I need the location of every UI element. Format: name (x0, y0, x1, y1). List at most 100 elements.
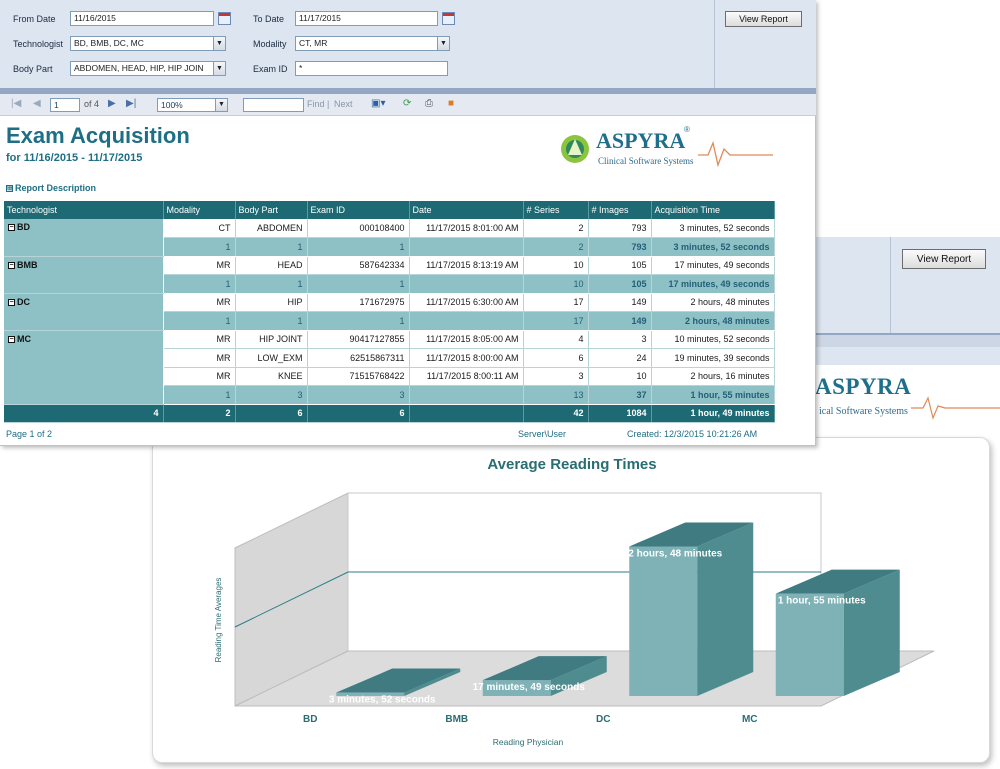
column-header[interactable]: Exam ID (307, 201, 410, 219)
exam-id-input[interactable]: * (295, 61, 448, 76)
to-date-input[interactable]: 11/17/2015 (295, 11, 438, 26)
table-cell: 11/17/2015 6:30:00 AM (409, 293, 524, 312)
chart-bar-side (843, 569, 900, 696)
table-header-row: Technologist Modality Body Part Exam ID Date… (4, 201, 775, 219)
subtotal-cell: 1 hour, 55 minutes (651, 385, 775, 405)
subtotal-cell: 1 (163, 274, 236, 294)
last-page-icon[interactable]: ▶| (126, 98, 137, 109)
grand-total-cell: 6 (307, 404, 410, 423)
chart-bar-side (404, 668, 461, 696)
from-date-input[interactable]: 11/16/2015 (70, 11, 214, 26)
zoom-select[interactable]: 100% ▼ (157, 98, 228, 112)
chart-data-label: 2 hours, 48 minutes (628, 548, 722, 559)
subtotal-row: 1 1 1 2 793 3 minutes, 52 seconds (4, 237, 775, 257)
reading-times-chart: 3 minutes, 52 seconds BD 17 minutes, 49 se… (214, 492, 935, 747)
chevron-down-icon[interactable]: ▼ (437, 36, 450, 51)
technologist-group-cell[interactable]: − BMB (4, 256, 164, 294)
chart-y-axis-label: Reading Time Averages (214, 578, 223, 663)
subtotal-cell: 17 (523, 311, 589, 331)
background-logo-tagline: ical Software Systems (819, 406, 908, 417)
table-cell: 587642334 (307, 256, 410, 275)
subtotal-cell: 10 (523, 274, 589, 294)
table-cell: 17 minutes, 49 seconds (651, 256, 775, 275)
body-part-select[interactable]: ABDOMEN, HEAD, HIP, HIP JOIN (70, 61, 214, 76)
table-row: − BMB MR HEAD 587642334 11/17/2015 8:13:19 AM… (4, 256, 775, 294)
footer-created: Created: 12/3/2015 10:21:26 AM (627, 429, 758, 439)
view-report-button[interactable]: View Report (725, 11, 802, 27)
grand-total-cell: 1 hour, 49 minutes (651, 404, 775, 423)
technologist-select[interactable]: BD, BMB, DC, MC (70, 36, 214, 51)
next-page-icon[interactable]: ▶ (108, 98, 116, 109)
subtotal-cell: 1 (235, 237, 308, 257)
page-number-input[interactable]: 1 (50, 98, 80, 112)
column-header[interactable]: Technologist (4, 201, 164, 219)
grand-total-cell: 42 (523, 404, 589, 423)
chart-bar-top (482, 656, 607, 681)
calendar-icon[interactable] (218, 12, 231, 25)
report-description-toggle[interactable]: ⊞ Report Description (6, 183, 96, 193)
background-logo: ASPYRA ical Software Systems (815, 372, 1000, 432)
table-cell: 11/17/2015 8:05:00 AM (409, 330, 524, 349)
subtotal-cell: 1 (307, 311, 410, 331)
background-view-report-button[interactable]: View Report (902, 249, 986, 269)
print-icon[interactable]: ⎙ (425, 98, 433, 109)
export-icon[interactable]: ▣▾ (371, 98, 386, 109)
subtotal-cell (409, 274, 524, 294)
table-row: MR LOW_EXM 62515867311 11/17/2015 8:00:00 A… (4, 348, 775, 368)
modality-select[interactable]: CT, MR (295, 36, 438, 51)
find-link[interactable]: Find (307, 99, 325, 109)
page-count: of 4 (84, 99, 100, 109)
subtotal-cell: 3 minutes, 52 seconds (651, 237, 775, 257)
table-cell: ABDOMEN (235, 219, 308, 238)
prev-page-icon[interactable]: ◀ (33, 98, 41, 109)
table-row: − BD CT ABDOMEN 000108400 11/17/2015 8:01:00 … (4, 219, 775, 257)
atom-feed-icon[interactable]: ■ (448, 98, 455, 109)
chart-bar (775, 593, 844, 696)
parameter-splitter[interactable] (0, 88, 816, 94)
logo-tagline: Clinical Software Systems (598, 156, 694, 166)
collapse-icon[interactable]: − (8, 298, 15, 306)
subtotal-cell: 1 (163, 237, 236, 257)
first-page-icon[interactable]: |◀ (11, 98, 22, 109)
chart-x-tick-label: BD (303, 714, 317, 725)
chart-data-label: 17 minutes, 49 seconds (473, 682, 586, 693)
chart-title: Average Reading Times (487, 456, 657, 473)
chevron-down-icon[interactable]: ▼ (213, 61, 226, 76)
chevron-down-icon[interactable]: ▼ (213, 36, 226, 51)
technologist-group-cell[interactable]: − MC (4, 330, 164, 405)
subtotal-cell: 13 (523, 385, 589, 405)
column-header[interactable]: Body Part (235, 201, 308, 219)
collapse-icon[interactable]: − (8, 261, 15, 269)
next-link[interactable]: Next (334, 99, 353, 109)
table-cell: 11/17/2015 8:13:19 AM (409, 256, 524, 275)
chart-bar-side (550, 656, 607, 696)
column-header: # Series (523, 201, 589, 219)
table-cell: MR (163, 256, 236, 275)
chart-panel: 3 minutes, 52 seconds BD 17 minutes, 49 se… (152, 437, 990, 763)
table-cell: HIP (235, 293, 308, 312)
subtotal-row: 1 3 3 13 37 1 hour, 55 minutes (4, 385, 775, 405)
table-cell: HIP JOINT (235, 330, 308, 349)
report-description-label: Report Description (15, 183, 97, 193)
table-cell: 62515867311 (307, 348, 410, 368)
collapse-icon[interactable]: − (8, 335, 15, 343)
subtotal-cell: 2 (523, 237, 589, 257)
technologist-group-cell[interactable]: − DC (4, 293, 164, 331)
chevron-down-icon[interactable]: ▼ (215, 98, 228, 112)
subtotal-cell: 793 (588, 237, 652, 257)
subtotal-cell: 3 (235, 385, 308, 405)
table-cell: 2 hours, 16 minutes (651, 367, 775, 386)
table-cell: HEAD (235, 256, 308, 275)
technologist-group-cell[interactable]: − BD (4, 219, 164, 257)
subtotal-cell: 1 (163, 385, 236, 405)
collapse-icon[interactable]: − (8, 224, 15, 232)
find-input[interactable] (243, 98, 304, 112)
table-cell: MR (163, 293, 236, 312)
calendar-icon[interactable] (442, 12, 455, 25)
subtotal-cell: 1 (307, 274, 410, 294)
column-header[interactable]: Modality (163, 201, 236, 219)
table-row: − DC MR HIP 171672975 11/17/2015 6:30:00 AM 17… (4, 293, 775, 331)
refresh-icon[interactable]: ⟳ (403, 98, 412, 109)
expand-icon[interactable]: ⊞ (6, 185, 13, 193)
table-cell: 71515768422 (307, 367, 410, 386)
